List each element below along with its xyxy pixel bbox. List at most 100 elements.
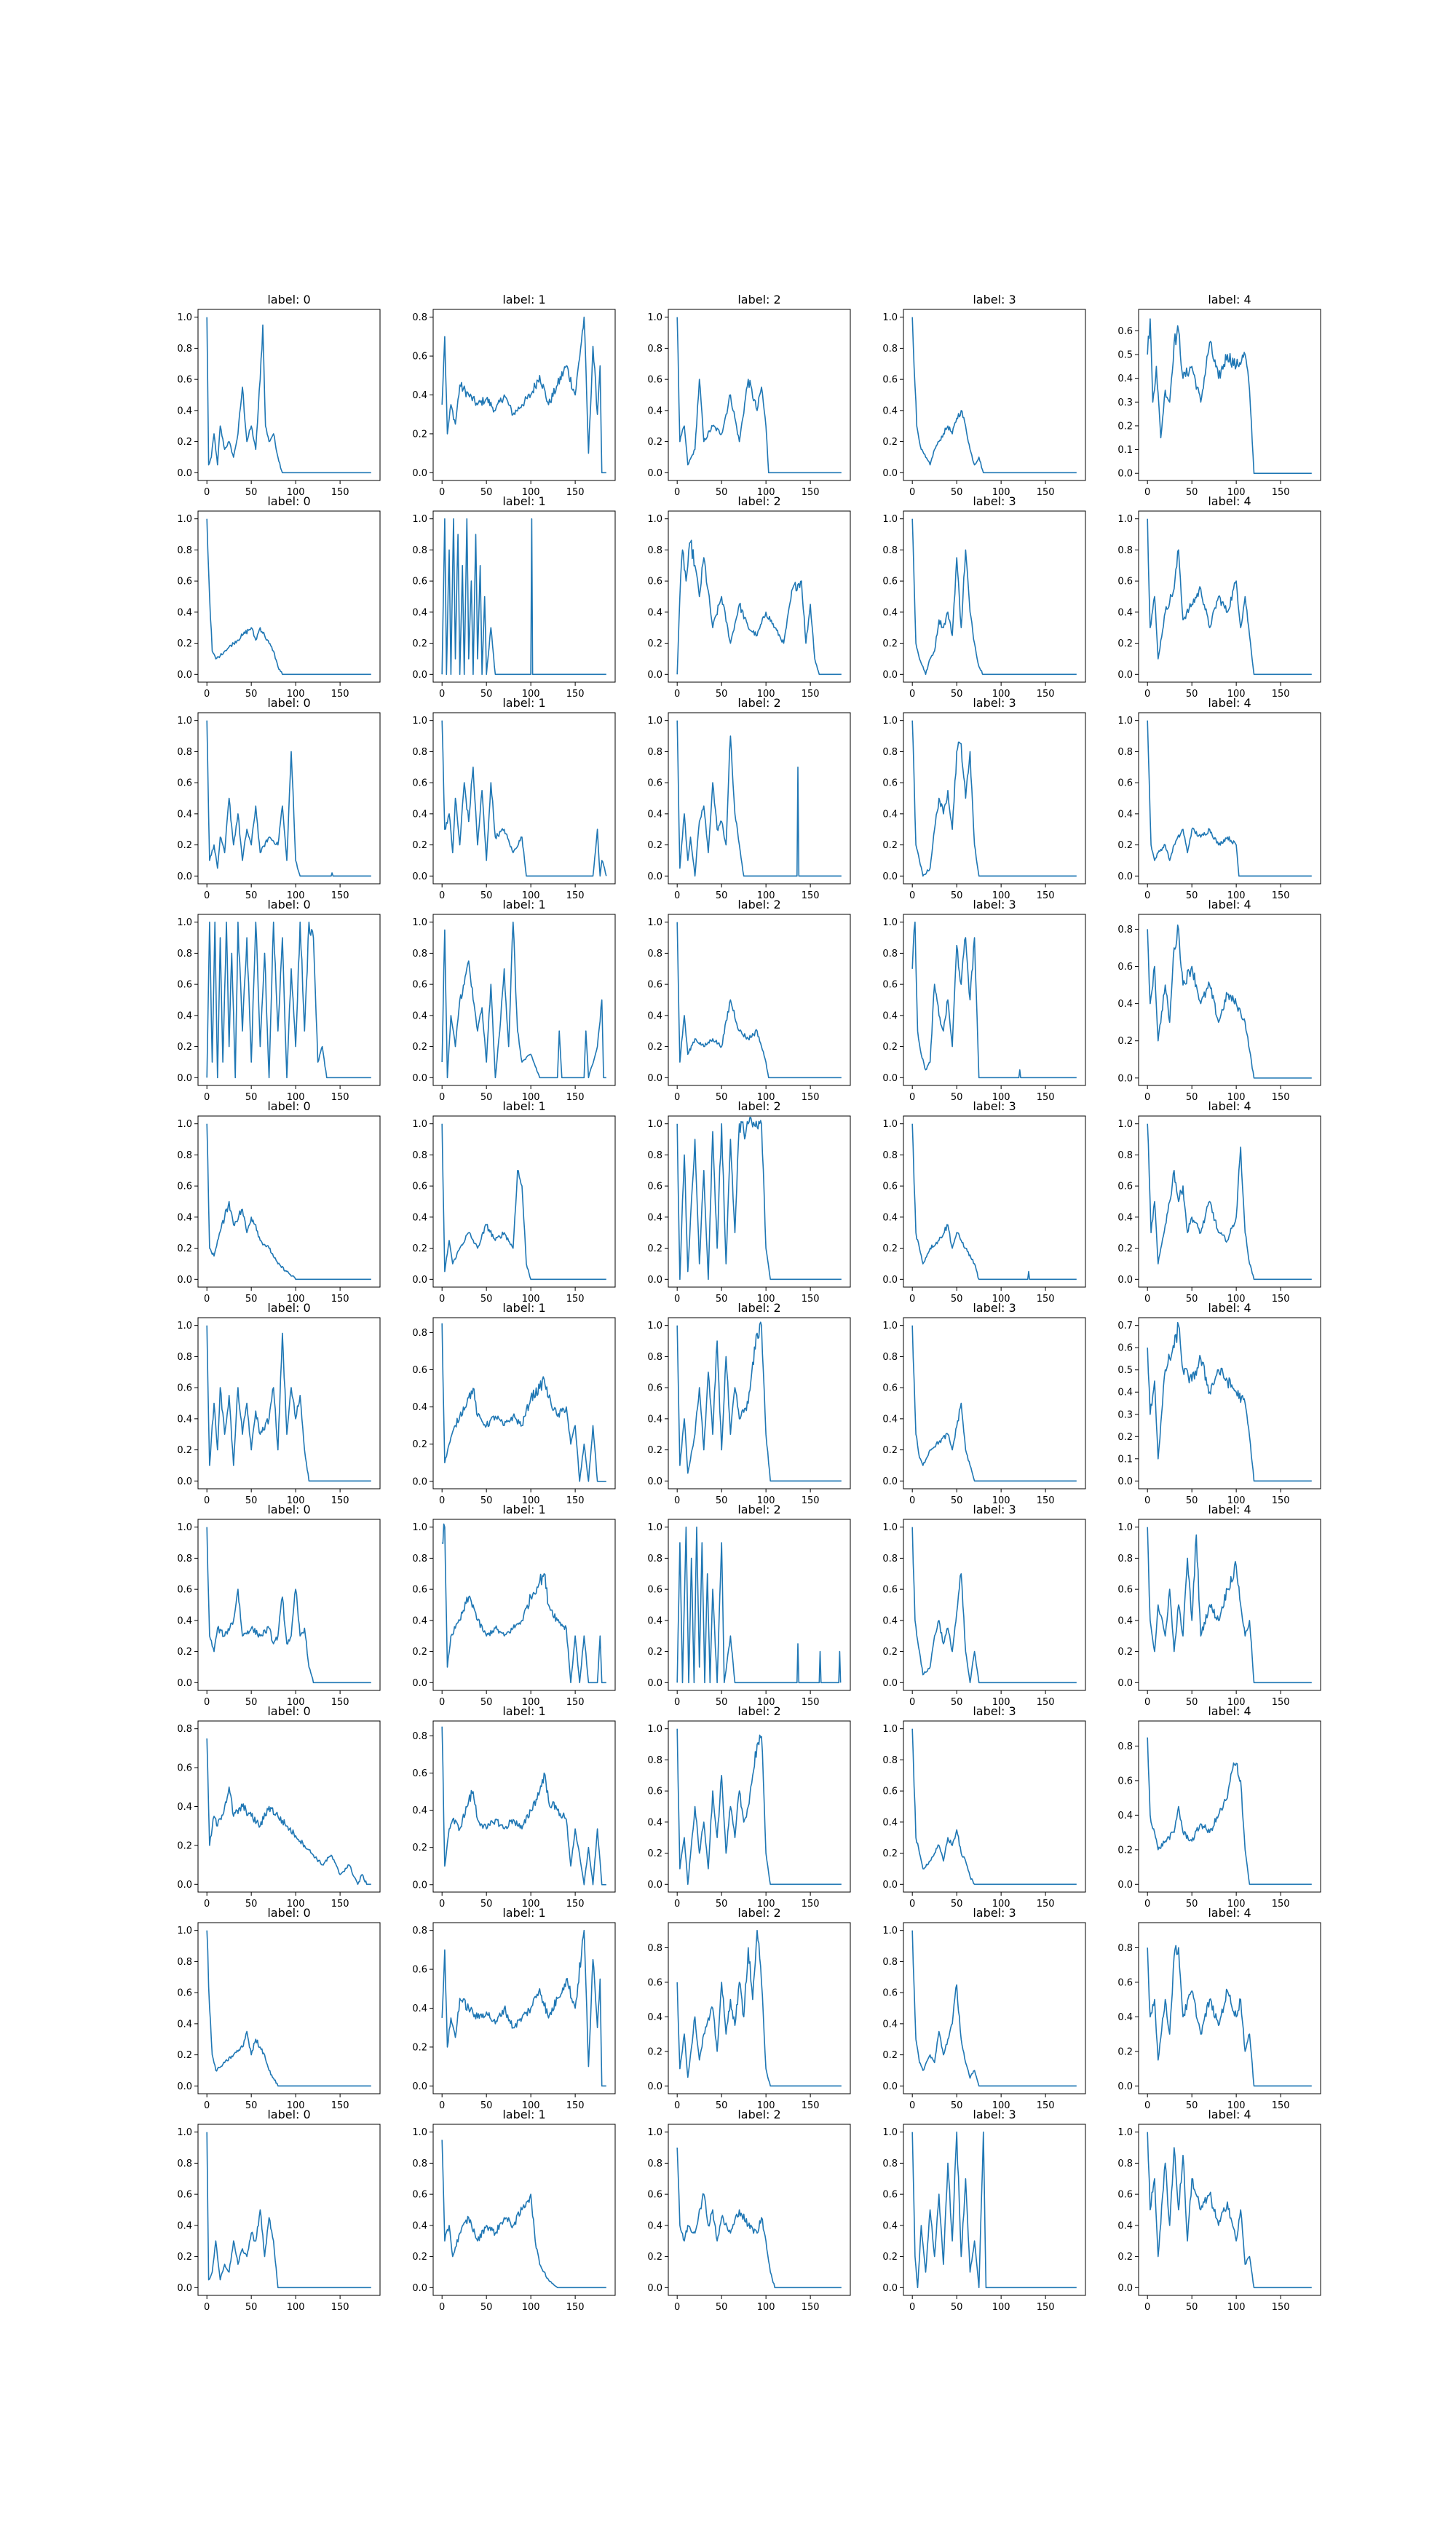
subplot-33: label: 2 0 50 100 150 0.0 0.2 0.4 0.6 0.8 1.0 — [647, 1503, 851, 1708]
y-tick-label: 0.8 — [177, 344, 192, 355]
y-tick-label: 0.6 — [882, 1988, 898, 1999]
x-tick-label: 150 — [1272, 1495, 1290, 1506]
y-tick-label: 0.4 — [412, 390, 427, 401]
x-tick-label: 0 — [1144, 1294, 1150, 1305]
y-tick-label: 0.6 — [647, 1787, 662, 1797]
x-tick-label: 0 — [909, 1899, 915, 1910]
x-tick-label: 100 — [757, 1294, 775, 1305]
y-tick-label: 0.2 — [882, 2252, 898, 2263]
y-tick-label: 0.4 — [177, 1802, 192, 1813]
y-tick-label: 1.0 — [177, 917, 192, 928]
y-tick-label: 0.4 — [1117, 1615, 1133, 1626]
y-tick-label: 0.2 — [647, 1848, 662, 1859]
x-tick-label: 50 — [480, 487, 493, 498]
y-tick-label: 0.6 — [1117, 1585, 1133, 1596]
y-tick-label: 1.0 — [882, 1522, 898, 1533]
x-tick-label: 50 — [480, 689, 493, 700]
y-tick-label: 0.6 — [177, 577, 192, 587]
x-tick-label: 50 — [716, 2302, 728, 2313]
x-tick-label: 100 — [287, 1092, 305, 1103]
y-tick-label: 1.0 — [177, 716, 192, 727]
y-tick-label: 0.4 — [1117, 373, 1133, 384]
subplot-title: label: 2 — [737, 494, 780, 508]
subplot-40: label: 4 0 50 100 150 0.0 0.2 0.4 0.6 0.8 — [1117, 1704, 1321, 1910]
x-tick-label: 150 — [1037, 1899, 1055, 1910]
y-tick-label: 1.0 — [882, 917, 898, 928]
y-tick-label: 0.6 — [647, 778, 662, 789]
y-tick-label: 0.2 — [647, 437, 662, 448]
y-tick-label: 0.4 — [412, 607, 427, 618]
y-tick-label: 0.4 — [647, 1615, 662, 1626]
y-tick-label: 1.0 — [647, 1724, 662, 1735]
subplot-title: label: 0 — [267, 1704, 310, 1718]
x-tick-label: 0 — [909, 2100, 915, 2111]
y-tick-label: 0.2 — [647, 840, 662, 851]
y-tick-label: 0.4 — [647, 405, 662, 416]
subplot-23: label: 2 0 50 100 150 0.0 0.2 0.4 0.6 0.8 1.0 — [647, 1099, 851, 1305]
x-tick-label: 150 — [1272, 1697, 1290, 1708]
subplot-title: label: 4 — [1208, 1099, 1251, 1113]
x-tick-label: 100 — [522, 1294, 540, 1305]
y-tick-label: 0.2 — [882, 1848, 898, 1859]
y-tick-label: 0.6 — [882, 980, 898, 991]
y-tick-label: 1.0 — [177, 514, 192, 525]
y-tick-label: 1.0 — [647, 716, 662, 727]
subplot-title: label: 1 — [502, 696, 545, 710]
y-tick-label: 1.0 — [1117, 1522, 1133, 1533]
axes-frame — [432, 914, 616, 1086]
axes-frame — [1138, 309, 1321, 481]
y-tick-label: 0.6 — [1117, 1182, 1133, 1192]
subplot-title: label: 0 — [267, 1099, 310, 1113]
series-line — [441, 1929, 606, 2087]
x-tick-label: 0 — [674, 1697, 680, 1708]
y-tick-label: 0.6 — [882, 1787, 898, 1797]
y-tick-label: 1.0 — [177, 1119, 192, 1130]
y-tick-label: 1.0 — [412, 2127, 427, 2138]
subplot-title: label: 1 — [502, 293, 545, 306]
x-tick-label: 100 — [1227, 487, 1246, 498]
y-tick-label: 0.2 — [177, 1042, 192, 1053]
y-tick-label: 0.8 — [882, 1150, 898, 1161]
x-tick-label: 0 — [1144, 1899, 1150, 1910]
axes-frame — [1138, 2124, 1321, 2296]
y-tick-label: 0.4 — [882, 1817, 898, 1828]
y-tick-label: 0.0 — [647, 1275, 662, 1286]
y-tick-label: 0.8 — [177, 1957, 192, 1968]
x-tick-label: 0 — [1144, 487, 1150, 498]
subplot-title: label: 0 — [267, 898, 310, 911]
x-tick-label: 150 — [331, 487, 349, 498]
y-tick-label: 0.0 — [412, 468, 427, 479]
axes-frame — [1138, 1519, 1321, 1691]
y-tick-label: 0.8 — [647, 747, 662, 758]
x-tick-label: 0 — [204, 2100, 210, 2111]
y-tick-label: 1.0 — [177, 1522, 192, 1533]
y-tick-label: 0.6 — [1117, 778, 1133, 789]
y-tick-label: 0.4 — [177, 1212, 192, 1223]
x-tick-label: 50 — [245, 1697, 258, 1708]
y-tick-label: 1.0 — [647, 2127, 662, 2138]
x-tick-label: 0 — [909, 1092, 915, 1103]
x-tick-label: 0 — [1144, 2302, 1150, 2313]
x-tick-label: 0 — [439, 487, 445, 498]
y-tick-label: 0.6 — [1117, 962, 1133, 973]
y-tick-label: 0.6 — [1117, 1343, 1133, 1354]
series-line — [441, 2140, 606, 2289]
x-tick-label: 0 — [1144, 890, 1150, 901]
y-tick-label: 0.4 — [1117, 607, 1133, 618]
y-tick-label: 0.4 — [647, 2220, 662, 2231]
subplot-title: label: 4 — [1208, 1906, 1251, 1920]
x-tick-label: 0 — [674, 2100, 680, 2111]
x-tick-label: 150 — [1272, 890, 1290, 901]
x-tick-label: 100 — [287, 1899, 305, 1910]
axes-frame — [432, 1720, 616, 1893]
series-line — [911, 2131, 1077, 2289]
series-line — [206, 1930, 371, 2087]
x-tick-label: 150 — [566, 2302, 585, 2313]
x-tick-label: 100 — [992, 2100, 1010, 2111]
y-tick-label: 1.0 — [882, 312, 898, 323]
y-tick-label: 0.6 — [647, 1585, 662, 1596]
x-tick-label: 50 — [716, 1092, 728, 1103]
subplot-17: label: 1 0 50 100 150 0.0 0.2 0.4 0.6 0.8 1.0 — [412, 898, 616, 1103]
y-tick-label: 0.0 — [1117, 1275, 1133, 1286]
y-tick-label: 0.0 — [882, 1275, 898, 1286]
